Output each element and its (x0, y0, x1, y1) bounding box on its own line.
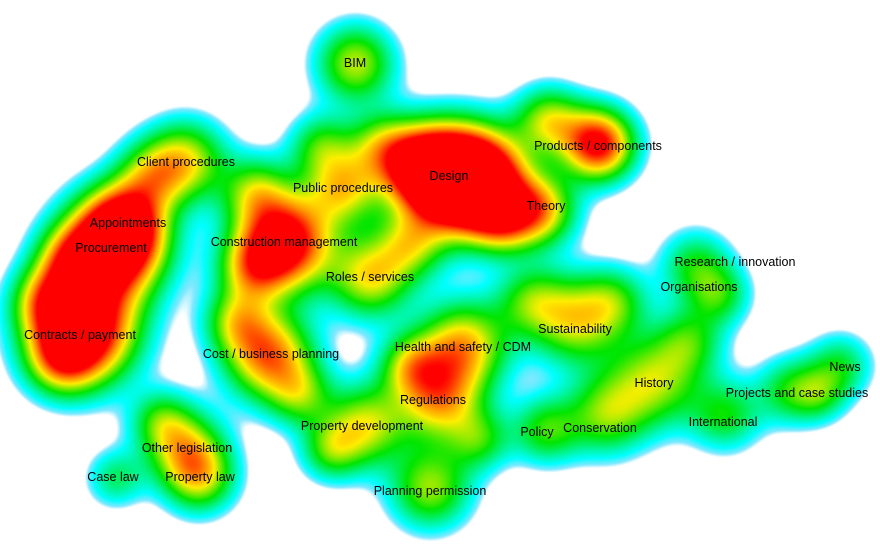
topic-label-conservation[interactable]: Conservation (563, 420, 637, 435)
topic-label-property-development[interactable]: Property development (300, 418, 424, 433)
topic-label-international[interactable]: International (688, 414, 758, 429)
topic-label-research-innovation[interactable]: Research / innovation (674, 254, 796, 269)
topic-label-other-legislation[interactable]: Other legislation (141, 440, 233, 455)
topic-label-cost-business-planning[interactable]: Cost / business planning (202, 346, 340, 361)
topic-label-sustainability[interactable]: Sustainability (538, 321, 612, 336)
topic-label-appointments[interactable]: Appointments (89, 215, 167, 230)
topic-label-projects-and-case-studies[interactable]: Projects and case studies (725, 385, 869, 400)
topic-label-products-components[interactable]: Products / components (534, 138, 662, 153)
topic-label-news[interactable]: News (829, 359, 861, 374)
topic-label-contracts-payment[interactable]: Contracts / payment (24, 327, 136, 342)
topic-label-construction-management[interactable]: Construction management (210, 234, 358, 249)
topic-label-roles-services[interactable]: Roles / services (325, 269, 415, 284)
topic-label-client-procedures[interactable]: Client procedures (137, 154, 235, 169)
topic-label-public-procedures[interactable]: Public procedures (292, 180, 394, 195)
topic-label-procurement[interactable]: Procurement (75, 240, 147, 255)
topic-label-planning-permission[interactable]: Planning permission (373, 483, 487, 498)
topic-label-property-law[interactable]: Property law (165, 469, 235, 484)
topic-label-health-and-safety-cdm[interactable]: Health and safety / CDM (394, 339, 532, 354)
topic-label-bim[interactable]: BIM (343, 55, 367, 70)
topic-label-history[interactable]: History (634, 375, 674, 390)
topic-label-theory[interactable]: Theory (526, 198, 566, 213)
topic-label-case-law[interactable]: Case law (87, 469, 139, 484)
topic-label-organisations[interactable]: Organisations (660, 279, 738, 294)
topic-label-regulations[interactable]: Regulations (399, 392, 467, 407)
topic-label-design[interactable]: Design (429, 168, 469, 183)
topic-label-policy[interactable]: Policy (520, 424, 554, 439)
